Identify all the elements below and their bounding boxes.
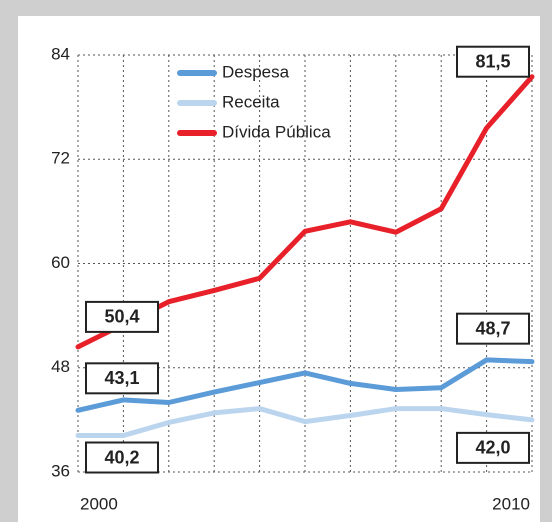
value-label-text: 50,4: [104, 307, 139, 327]
y-tick-label: 60: [51, 253, 70, 272]
y-tick-label: 84: [51, 44, 70, 63]
label-box: [456, 312, 530, 345]
value-label-text: 81,5: [475, 51, 510, 71]
label-box: [85, 362, 159, 395]
value-label: 81,5: [456, 45, 530, 78]
value-label-text: 42,0: [475, 438, 510, 458]
x-tick-label: 2010: [492, 494, 530, 513]
y-tick-label: 72: [51, 149, 70, 168]
label-box: [85, 300, 159, 333]
value-label-text: 43,1: [104, 368, 139, 388]
label-box: [85, 441, 159, 474]
legend-label: Despesa: [222, 62, 290, 81]
y-tick-label: 48: [51, 357, 70, 376]
value-label: 50,4: [85, 300, 159, 333]
label-box: [456, 45, 530, 78]
label-box: [456, 431, 530, 464]
value-label: 40,2: [85, 441, 159, 474]
series-line: [75, 357, 535, 413]
value-label-text: 48,7: [475, 318, 510, 338]
legend-label: Dívida Pública: [222, 122, 331, 141]
value-label: 48,7: [456, 312, 530, 345]
value-label: 42,0: [456, 431, 530, 464]
x-tick-label: 2000: [80, 494, 118, 513]
value-label-text: 40,2: [104, 447, 139, 467]
series-line: [75, 406, 535, 439]
value-label: 43,1: [85, 362, 159, 395]
y-tick-label: 36: [51, 461, 70, 480]
legend-label: Receita: [222, 92, 280, 111]
